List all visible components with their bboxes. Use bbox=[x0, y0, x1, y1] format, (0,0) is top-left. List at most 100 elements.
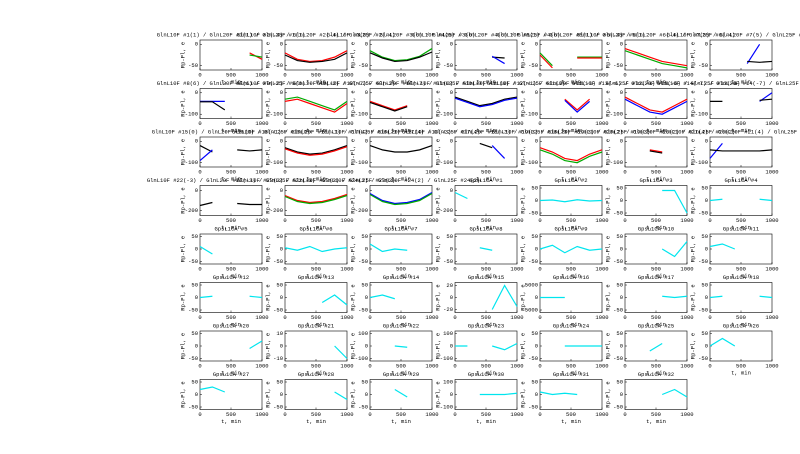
x-tick-label: 500 bbox=[481, 168, 491, 175]
data-line bbox=[369, 192, 433, 206]
y-tick-label: 0 bbox=[280, 41, 283, 48]
y-tick-label: 50 bbox=[616, 281, 623, 288]
y-axis-label: Rp-Pl, e bbox=[604, 333, 611, 359]
x-axis-label: t, min bbox=[561, 78, 581, 85]
y-tick-label: 50 bbox=[616, 184, 623, 191]
plot-frame bbox=[369, 282, 433, 313]
x-axis-label: t, min bbox=[306, 127, 326, 134]
y-tick-label: -100 bbox=[525, 159, 538, 166]
chart-title: GpsL1CA #27 bbox=[213, 371, 249, 378]
y-tick-label: -100 bbox=[270, 159, 283, 166]
data-line bbox=[539, 244, 603, 254]
y-tick-label: 50 bbox=[276, 281, 283, 288]
y-tick-label: -50 bbox=[273, 403, 283, 410]
data-line bbox=[747, 60, 773, 63]
y-tick-label: -100 bbox=[355, 159, 368, 166]
y-tick-label: 50 bbox=[191, 233, 198, 240]
y-tick-label: 50 bbox=[616, 233, 623, 240]
y-axis-label: Rp-Pl, e bbox=[689, 187, 696, 213]
y-axis-label: Rp-Pl, e bbox=[604, 284, 611, 310]
chart-title: GpsL1CA #10 bbox=[638, 225, 674, 232]
y-tick-label: 100 bbox=[358, 330, 368, 337]
chart-title: GpsL1CA #25 bbox=[638, 322, 674, 329]
x-tick-label: 0 bbox=[708, 120, 711, 127]
data-line bbox=[370, 102, 432, 111]
x-tick-label: 1000 bbox=[510, 217, 523, 224]
x-tick-label: 500 bbox=[651, 217, 661, 224]
y-tick-label: 0 bbox=[705, 245, 708, 252]
data-line bbox=[539, 149, 603, 164]
y-axis-label: Rp-Pl, e bbox=[519, 333, 526, 359]
chart-title: GlnL10F #4(6) / GlnL20F #4(6) / GlnL25F … bbox=[412, 31, 561, 38]
y-axis-label: Rp-Pl, e bbox=[434, 236, 441, 262]
plot-frame bbox=[709, 39, 773, 71]
x-tick-label: 500 bbox=[396, 265, 406, 272]
x-tick-label: 0 bbox=[538, 217, 541, 224]
y-tick-label: 0 bbox=[280, 342, 283, 349]
y-tick-label: -50 bbox=[698, 258, 708, 265]
y-tick-label: -100 bbox=[185, 111, 198, 118]
x-tick-label: 0 bbox=[623, 314, 626, 321]
y-tick-label: 50 bbox=[276, 233, 283, 240]
y-tick-label: -200 bbox=[355, 207, 368, 214]
x-tick-label: 0 bbox=[623, 120, 626, 127]
y-tick-label: 0 bbox=[450, 294, 453, 301]
x-axis-label: t, min bbox=[306, 321, 326, 328]
data-line bbox=[710, 98, 773, 102]
x-tick-label: 0 bbox=[623, 265, 626, 272]
y-tick-label: 100 bbox=[443, 330, 453, 337]
y-tick-label: 0 bbox=[705, 342, 708, 349]
y-axis-label: Rp-Pl, e bbox=[434, 139, 441, 165]
x-tick-label: 0 bbox=[623, 168, 626, 175]
chart-title: GlnL10F #13(-6) / GlnL20F #13(-6) / GlnL… bbox=[572, 80, 740, 87]
chart-title: GpsL1CA #31 bbox=[553, 371, 590, 378]
y-axis-label: Rp-Pl, e bbox=[179, 381, 186, 407]
x-axis-label: t, min bbox=[391, 224, 411, 231]
plot-frame bbox=[199, 282, 263, 313]
x-tick-label: 500 bbox=[396, 71, 406, 78]
x-tick-label: 1000 bbox=[425, 168, 438, 175]
x-tick-label: 1000 bbox=[595, 71, 608, 78]
x-tick-label: 0 bbox=[368, 362, 371, 369]
y-axis-label: Rp-Pl, e bbox=[519, 236, 526, 262]
y-tick-label: 0 bbox=[450, 245, 453, 252]
y-axis-label: Rp-Pl, e bbox=[689, 333, 696, 359]
y-tick-label: 0 bbox=[535, 41, 538, 48]
x-tick-label: 500 bbox=[226, 314, 236, 321]
x-tick-label: 500 bbox=[396, 120, 406, 127]
x-tick-label: 500 bbox=[311, 71, 321, 78]
x-tick-label: 1000 bbox=[255, 314, 268, 321]
x-axis-label: t, min bbox=[646, 127, 666, 134]
data-line bbox=[491, 145, 506, 159]
x-axis-label: t, min bbox=[221, 78, 241, 85]
y-tick-label: -100 bbox=[695, 159, 708, 166]
y-tick-label: 0 bbox=[280, 187, 283, 194]
data-line bbox=[334, 391, 348, 401]
chart-title: GpsL1CA #15 bbox=[468, 274, 504, 281]
x-axis-label: t, min bbox=[306, 272, 326, 279]
y-tick-label: 0 bbox=[365, 342, 368, 349]
x-tick-label: 500 bbox=[311, 265, 321, 272]
chart-title: GlnL10F #6(-4) / GlnL20F #6(-4) / GlnL25… bbox=[577, 31, 735, 38]
y-tick-label: 0 bbox=[620, 138, 623, 145]
y-axis-label: Rp-Pl, e bbox=[349, 42, 356, 68]
y-tick-label: -100 bbox=[440, 111, 453, 118]
data-line bbox=[491, 55, 505, 65]
y-tick-label: -100 bbox=[440, 355, 453, 362]
x-tick-label: 1000 bbox=[340, 71, 353, 78]
y-tick-label: 50 bbox=[701, 184, 708, 191]
x-tick-label: 0 bbox=[453, 168, 456, 175]
x-axis-label: t, min bbox=[731, 272, 751, 279]
data-line bbox=[455, 342, 518, 351]
chart-title: GlnL10F #11(0) / GlnL20F #11(0) / GlnL25… bbox=[407, 80, 565, 87]
plot-frame bbox=[369, 88, 433, 119]
y-tick-label: 0 bbox=[195, 245, 198, 252]
x-tick-label: 1000 bbox=[595, 314, 608, 321]
x-tick-label: 1000 bbox=[680, 314, 693, 321]
x-axis-label: t, min bbox=[731, 224, 751, 231]
x-tick-label: 500 bbox=[736, 265, 746, 272]
y-axis-label: Rp-Pl, e bbox=[264, 381, 271, 407]
plot-frame bbox=[709, 282, 773, 313]
x-tick-label: 0 bbox=[198, 71, 201, 78]
data-line bbox=[199, 145, 263, 153]
